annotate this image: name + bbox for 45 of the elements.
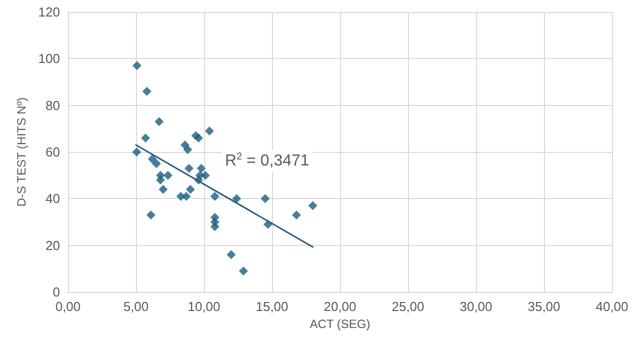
- point: [158, 184, 168, 194]
- point: [186, 184, 195, 194]
- point: [292, 210, 301, 220]
- point: [132, 61, 142, 70]
- point: [132, 148, 142, 156]
- point: [210, 192, 220, 201]
- point: [156, 176, 165, 184]
- point: [152, 159, 161, 168]
- point: [238, 266, 248, 276]
- point: [200, 170, 210, 180]
- y-tick-label: 40: [46, 191, 60, 206]
- y-axis-title: D-S TEST (HITS Nº): [14, 97, 28, 207]
- point: [226, 250, 236, 260]
- point: [182, 192, 191, 201]
- point: [163, 170, 172, 180]
- y-tick-label: 60: [46, 144, 60, 160]
- y-tick-label: 80: [46, 98, 60, 113]
- x-tick-label: 30,00: [460, 299, 492, 314]
- point: [260, 194, 270, 204]
- y-tick-label: 20: [46, 238, 60, 253]
- x-tick-label: 0,00: [55, 299, 81, 314]
- point: [196, 164, 206, 173]
- x-axis-title: ACT (SEG): [310, 317, 370, 331]
- y-tick-label: 0: [52, 284, 60, 300]
- point: [146, 210, 156, 220]
- y-tick-label: 100: [38, 51, 60, 66]
- y-tick-label: 120: [38, 4, 60, 20]
- x-tick-label: 20,00: [324, 299, 356, 314]
- x-tick-label: 5,00: [123, 299, 149, 314]
- point: [232, 194, 242, 204]
- point: [142, 86, 152, 96]
- point: [194, 134, 204, 142]
- point: [148, 154, 157, 164]
- point: [141, 134, 150, 142]
- x-tick-label: 35,00: [528, 299, 560, 314]
- x-tick-label: 15,00: [256, 299, 288, 314]
- point: [204, 126, 214, 136]
- point: [184, 164, 194, 173]
- x-tick-label: 40,00: [596, 299, 628, 314]
- point: [210, 222, 220, 232]
- point: [183, 145, 192, 154]
- point: [154, 117, 164, 126]
- x-tick-label: 10,00: [188, 299, 220, 314]
- point: [308, 201, 318, 210]
- x-tick-label: 25,00: [392, 299, 424, 314]
